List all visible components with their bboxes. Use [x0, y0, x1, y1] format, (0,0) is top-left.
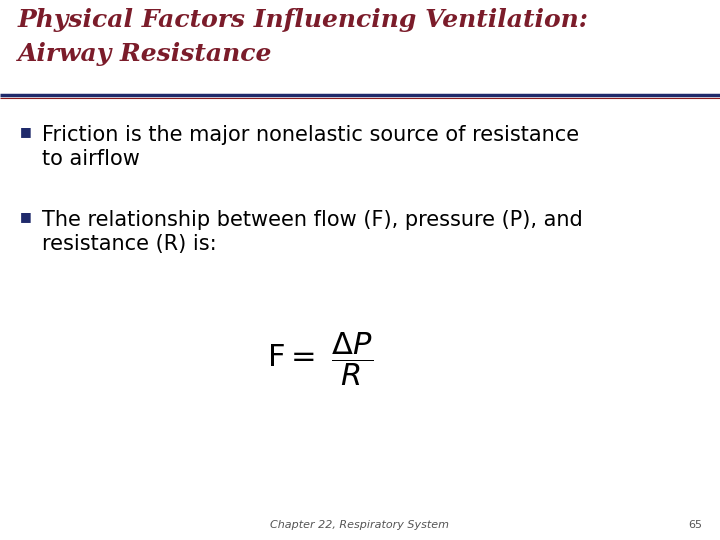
Text: Airway Resistance: Airway Resistance [18, 42, 272, 66]
Text: Friction is the major nonelastic source of resistance: Friction is the major nonelastic source … [42, 125, 579, 145]
Text: resistance (R) is:: resistance (R) is: [42, 234, 217, 254]
Text: Physical Factors Influencing Ventilation:: Physical Factors Influencing Ventilation… [18, 8, 589, 32]
Text: 65: 65 [688, 520, 702, 530]
Text: ■: ■ [20, 210, 32, 223]
Text: Chapter 22, Respiratory System: Chapter 22, Respiratory System [271, 520, 449, 530]
Text: The relationship between flow (F), pressure (P), and: The relationship between flow (F), press… [42, 210, 582, 230]
Text: to airflow: to airflow [42, 149, 140, 169]
Text: ■: ■ [20, 125, 32, 138]
Text: $\mathrm{F} = \ \dfrac{\Delta P}{R}$: $\mathrm{F} = \ \dfrac{\Delta P}{R}$ [267, 330, 373, 388]
